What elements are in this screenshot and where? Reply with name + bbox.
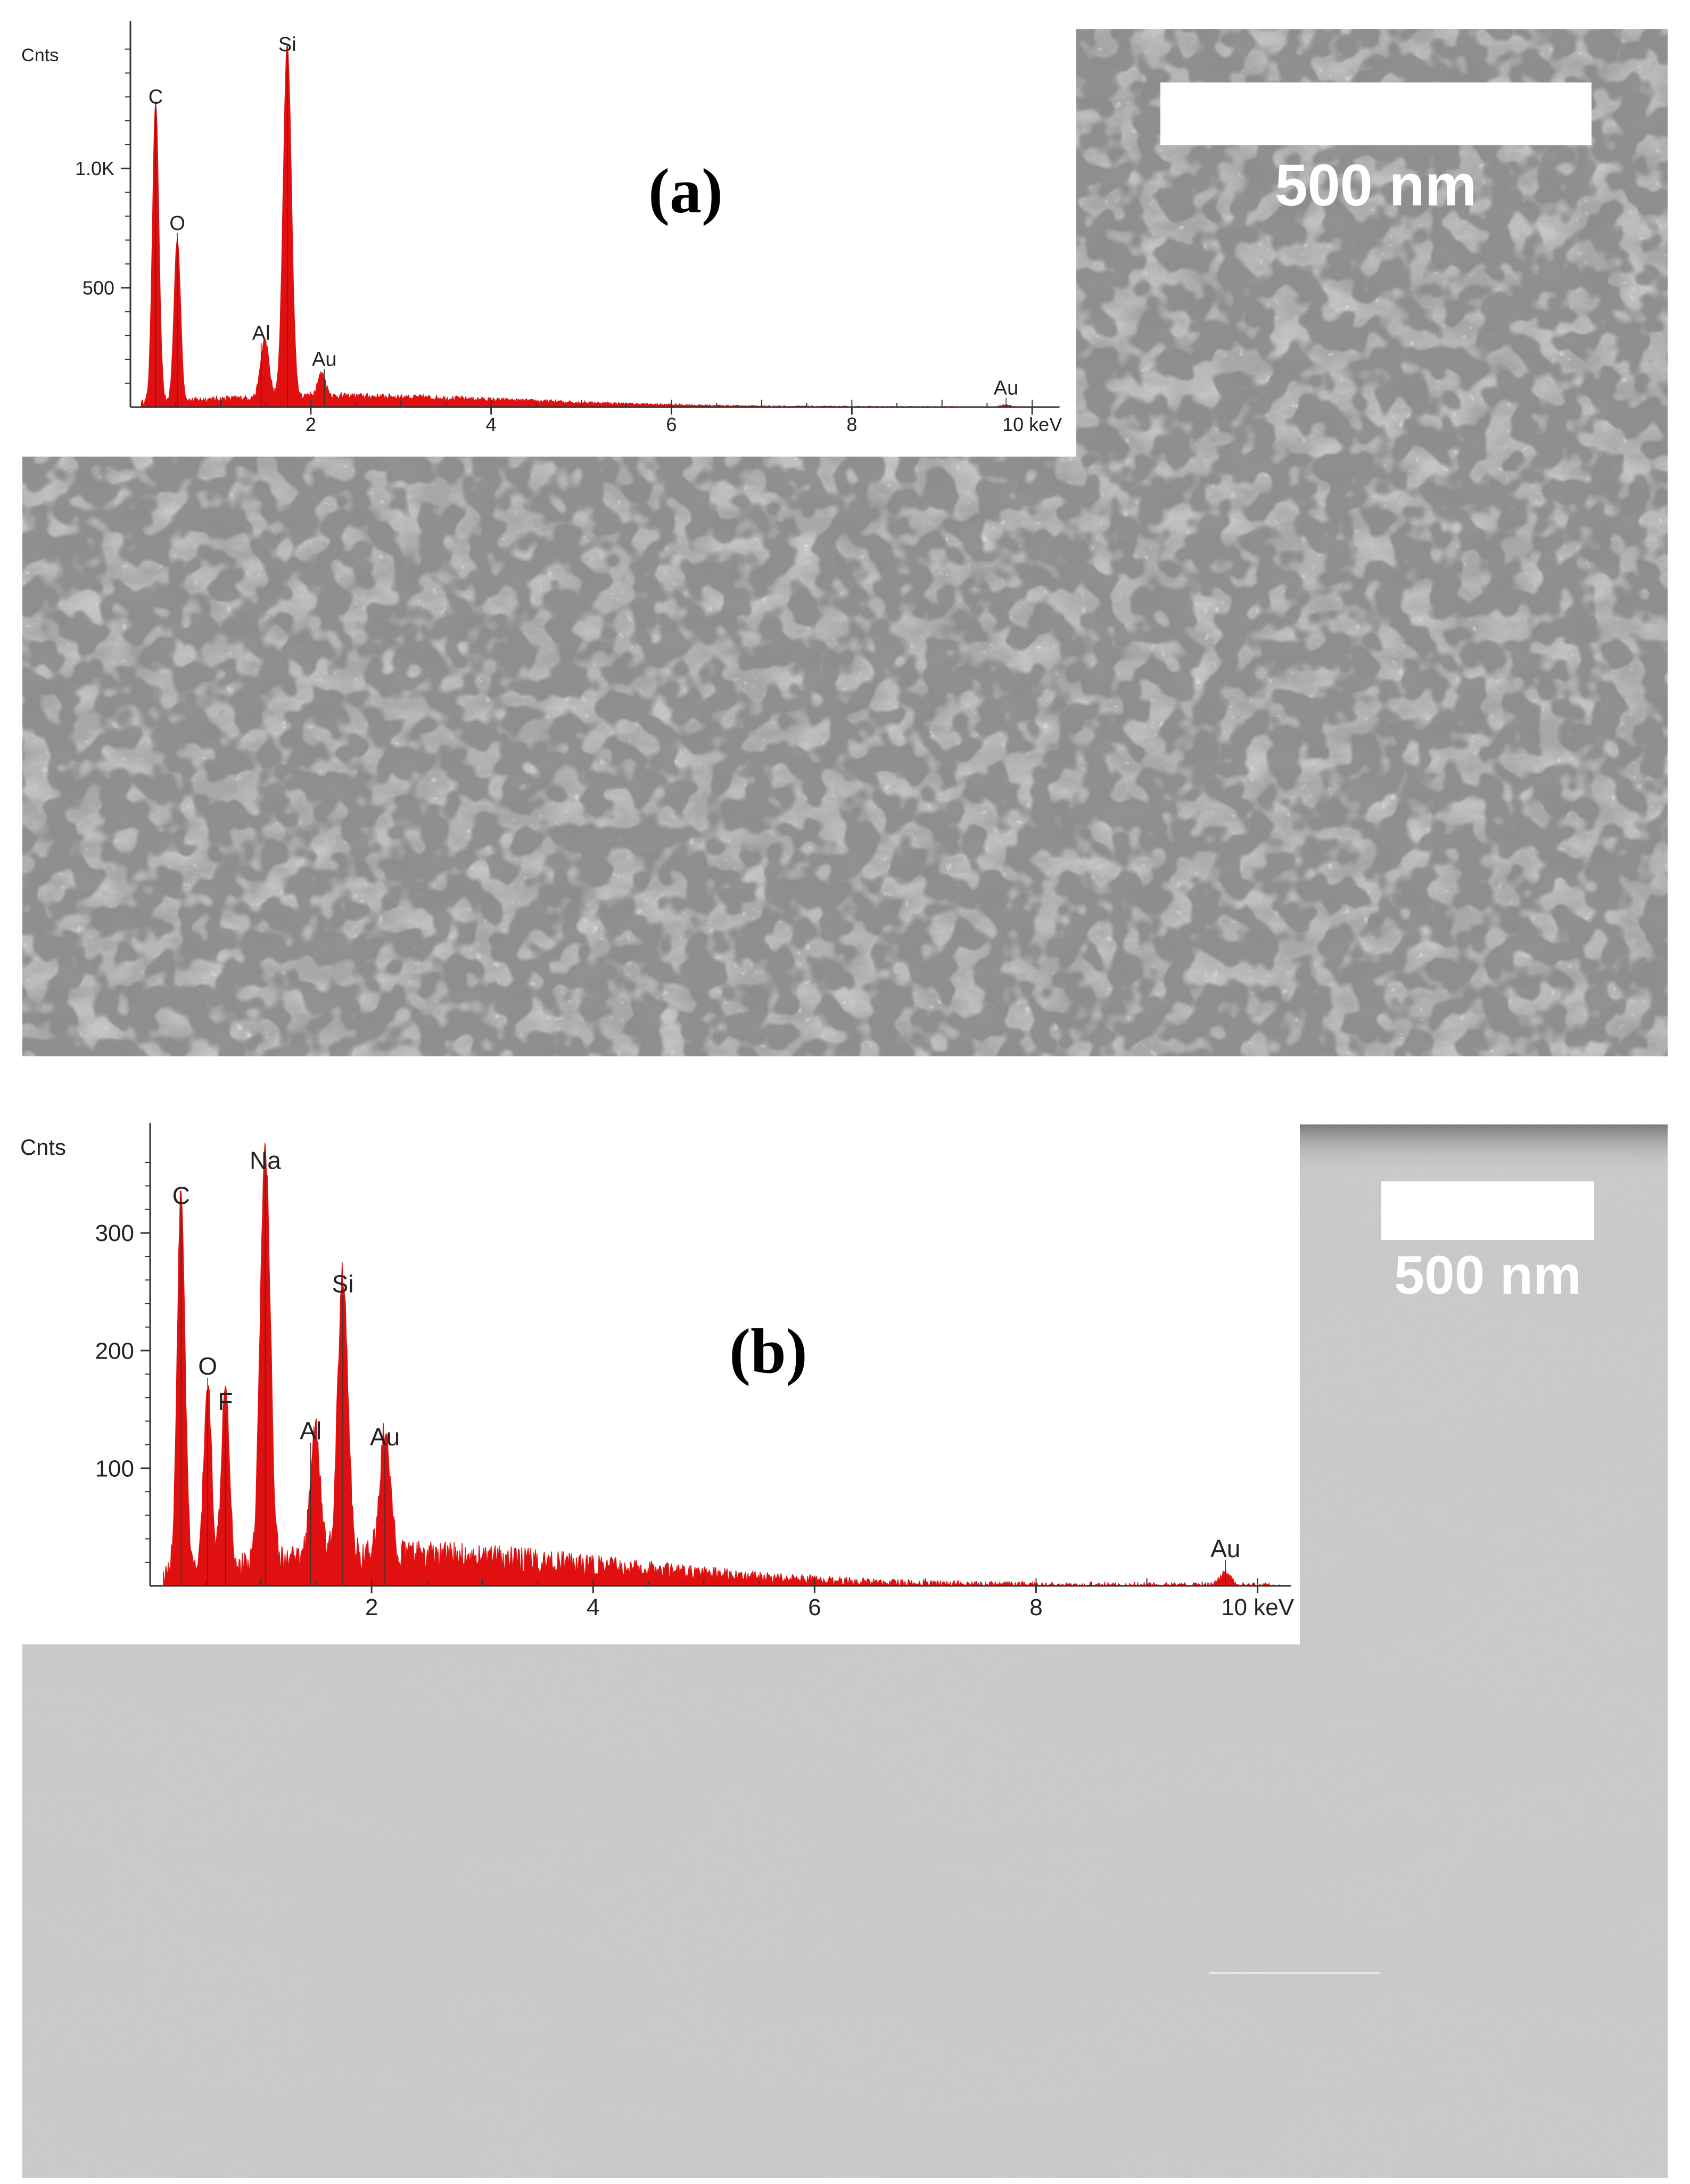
spectrum-a-x-tick-label: 6 <box>666 413 677 435</box>
spectrum-a-spectrum-fill <box>141 44 1060 408</box>
spectrum-b-peak-label: Au <box>370 1423 400 1451</box>
spectrum-b-y-tick-label: 300 <box>95 1220 134 1246</box>
scale-bar-b <box>1381 1181 1594 1240</box>
spectrum-a-y-axis-label: Cnts <box>21 45 59 65</box>
spectrum-b-peak-label: C <box>172 1182 190 1210</box>
spectrum-a-x-tick-label: 2 <box>306 413 316 435</box>
spectrum-b-peak-label: F <box>218 1387 233 1415</box>
spectrum-a-peak-label: Al <box>252 322 270 344</box>
eds-spectrum-inset-a: 2 4 6 8 10 keV 500 1.0K Cnts C O Al Si Au Au <box>0 0 1076 457</box>
scale-bar-label-b: 500 nm <box>1394 1245 1581 1305</box>
eds-spectrum-chart-b: 2 4 6 8 10 keV 100 200 300 Cnts C OF Na Al Si Au Au <box>20 1123 1295 1620</box>
spectrum-b-peak-label: O <box>198 1352 217 1380</box>
panel-a: 500 nm 2 4 6 8 10 keV 500 1.0K Cnts C O Al Si Au Au (… <box>0 0 1690 1064</box>
spectrum-b-x-tick-label: 6 <box>808 1594 821 1620</box>
panel-label-b: (b) <box>729 1316 807 1386</box>
spectrum-b-y-tick-label: 200 <box>95 1338 134 1364</box>
spectrum-b-peak-label: Na <box>250 1146 281 1174</box>
spectrum-a-peak-label: C <box>149 86 163 109</box>
spectrum-b-x-tick-label: 8 <box>1029 1594 1042 1620</box>
spectrum-b-y-tick-label: 100 <box>95 1455 134 1482</box>
spectrum-b-peak-label: Al <box>300 1417 321 1445</box>
spectrum-b-x-tick-label: 2 <box>365 1594 378 1620</box>
spectrum-a-y-tick-label: 1.0K <box>75 158 114 179</box>
spectrum-a-peak-label: O <box>169 212 185 235</box>
spectrum-b-peak-label: Au <box>1210 1535 1240 1562</box>
spectrum-a-peak-label: Si <box>278 34 296 56</box>
spectrum-a-peak-label: Au <box>994 377 1018 400</box>
spectrum-a-x-tick-label: 8 <box>846 413 857 435</box>
spectrum-b-x-tick-label: 10 keV <box>1221 1594 1295 1620</box>
spectrum-b-spectrum-fill <box>163 1143 1291 1587</box>
eds-spectrum-chart-a: 2 4 6 8 10 keV 500 1.0K Cnts C O Al Si Au Au <box>21 21 1062 435</box>
spectrum-a-y-tick-label: 500 <box>83 277 114 299</box>
spectrum-b-peak-label: Si <box>332 1270 354 1297</box>
eds-spectrum-inset-b: 2 4 6 8 10 keV 100 200 300 Cnts C O F Na Al Si Au Au <box>0 1091 1300 1644</box>
spectrum-a-x-tick-label: 4 <box>486 413 497 435</box>
spectrum-a-peak-label: Au <box>312 349 336 371</box>
panel-b: 500 nm 2 4 6 8 10 keV 100 200 300 Cnts C O F Na Al Si A… <box>0 1091 1690 2184</box>
scale-bar-label-a: 500 nm <box>1275 153 1477 218</box>
panel-label-a: (a) <box>648 155 723 226</box>
scale-bar-a <box>1160 82 1592 145</box>
spectrum-b-x-tick-label: 4 <box>587 1594 599 1620</box>
spectrum-b-y-axis-label: Cnts <box>20 1135 66 1160</box>
spectrum-a-x-tick-label: 10 keV <box>1002 413 1062 435</box>
